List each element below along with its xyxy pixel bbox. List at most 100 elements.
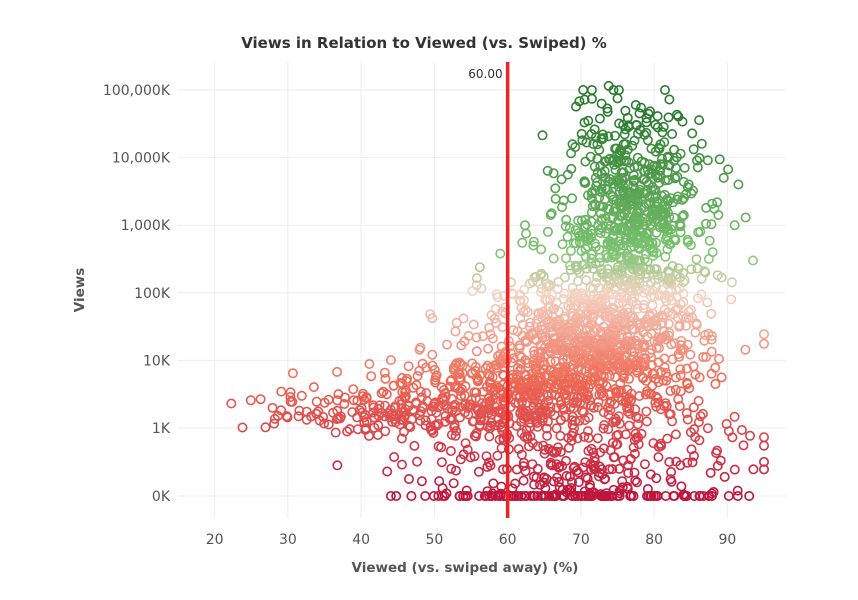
data-point bbox=[352, 424, 363, 435]
data-point bbox=[572, 276, 583, 287]
data-point bbox=[652, 111, 663, 122]
data-point bbox=[652, 122, 663, 133]
data-point bbox=[522, 389, 533, 400]
data-point bbox=[592, 177, 603, 188]
data-point bbox=[332, 395, 343, 406]
data-point bbox=[517, 237, 528, 248]
data-point bbox=[605, 279, 616, 290]
data-point bbox=[470, 431, 481, 442]
data-point bbox=[681, 377, 692, 388]
data-point bbox=[647, 368, 658, 379]
data-point bbox=[486, 409, 497, 420]
data-point bbox=[385, 490, 396, 501]
data-point bbox=[559, 288, 570, 299]
data-point bbox=[379, 367, 390, 378]
data-point bbox=[555, 446, 566, 457]
data-point bbox=[694, 115, 705, 126]
data-point bbox=[758, 432, 769, 443]
data-point bbox=[380, 426, 391, 437]
data-point bbox=[630, 360, 641, 371]
data-point bbox=[609, 308, 620, 319]
data-point bbox=[686, 264, 697, 275]
data-point bbox=[528, 240, 539, 251]
data-point bbox=[677, 116, 688, 127]
data-point bbox=[758, 329, 769, 340]
data-point bbox=[669, 338, 680, 349]
data-point bbox=[666, 224, 677, 235]
data-point bbox=[621, 155, 632, 166]
data-point bbox=[651, 161, 662, 172]
data-point bbox=[580, 472, 591, 483]
data-point bbox=[428, 427, 439, 438]
data-point bbox=[267, 402, 278, 413]
data-point bbox=[548, 366, 559, 377]
data-point bbox=[536, 490, 547, 501]
data-point bbox=[581, 137, 592, 148]
data-point bbox=[528, 346, 539, 357]
data-point bbox=[531, 472, 542, 483]
data-point bbox=[596, 134, 607, 145]
data-point bbox=[676, 335, 687, 346]
x-tick-label: 50 bbox=[425, 532, 443, 548]
data-point bbox=[634, 108, 645, 119]
data-point bbox=[454, 369, 465, 380]
data-point bbox=[714, 154, 725, 165]
data-point bbox=[616, 200, 627, 211]
data-point bbox=[706, 334, 717, 345]
data-point bbox=[683, 306, 694, 317]
data-point bbox=[470, 393, 481, 404]
data-point bbox=[664, 160, 675, 171]
data-point bbox=[380, 373, 391, 384]
data-point bbox=[627, 231, 638, 242]
data-point bbox=[542, 226, 553, 237]
data-point bbox=[544, 315, 555, 326]
data-point bbox=[600, 473, 611, 484]
data-point bbox=[758, 440, 769, 451]
data-point bbox=[516, 352, 527, 363]
data-point bbox=[665, 272, 676, 283]
data-point bbox=[604, 370, 615, 381]
data-point bbox=[645, 469, 656, 480]
data-point bbox=[690, 327, 701, 338]
data-point bbox=[569, 423, 580, 434]
data-point bbox=[548, 333, 559, 344]
data-point bbox=[412, 456, 423, 467]
data-point bbox=[568, 462, 579, 473]
data-point bbox=[471, 346, 482, 357]
data-point bbox=[674, 401, 685, 412]
data-point bbox=[574, 96, 585, 107]
data-point bbox=[510, 398, 521, 409]
data-point bbox=[547, 342, 558, 353]
data-point bbox=[398, 426, 409, 437]
data-point bbox=[614, 418, 625, 429]
data-point bbox=[582, 375, 593, 386]
data-point bbox=[682, 237, 693, 248]
data-point bbox=[570, 225, 581, 236]
data-point bbox=[700, 330, 711, 341]
data-point bbox=[598, 201, 609, 212]
data-point bbox=[589, 299, 600, 310]
data-point bbox=[609, 398, 620, 409]
data-point bbox=[537, 407, 548, 418]
data-point bbox=[559, 389, 570, 400]
data-point bbox=[478, 401, 489, 412]
data-point bbox=[515, 408, 526, 419]
y-tick-label: 0K bbox=[152, 489, 171, 505]
data-point bbox=[625, 212, 636, 223]
data-point bbox=[585, 400, 596, 411]
data-point bbox=[613, 298, 624, 309]
data-point bbox=[595, 337, 606, 348]
data-point bbox=[560, 221, 571, 232]
data-point bbox=[415, 415, 426, 426]
data-point bbox=[523, 377, 534, 388]
data-point bbox=[622, 332, 633, 343]
data-point bbox=[699, 335, 710, 346]
data-point bbox=[617, 476, 628, 487]
data-point bbox=[467, 286, 478, 297]
data-point bbox=[481, 381, 492, 392]
data-point bbox=[576, 215, 587, 226]
data-point bbox=[679, 162, 690, 173]
data-point bbox=[650, 397, 661, 408]
data-point bbox=[275, 405, 286, 416]
data-point bbox=[226, 398, 237, 409]
